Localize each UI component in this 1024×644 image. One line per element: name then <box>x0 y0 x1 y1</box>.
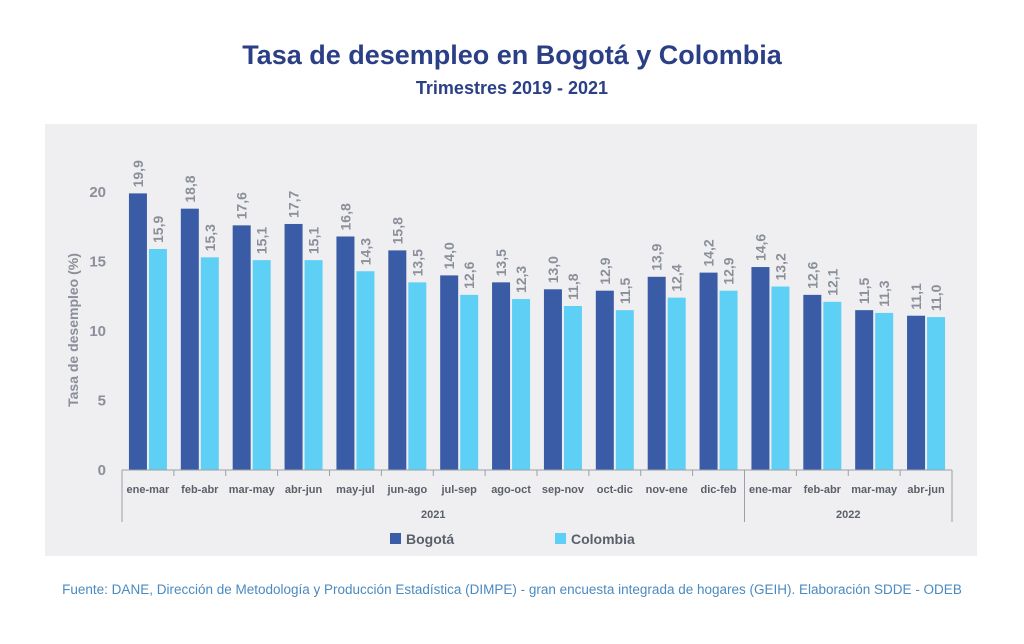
data-label: 11,5 <box>617 277 633 304</box>
bar-colombia <box>148 248 167 470</box>
data-label: 11,5 <box>856 277 872 304</box>
data-label: 11,8 <box>565 273 581 300</box>
y-tick-label: 15 <box>89 254 106 271</box>
data-label: 15,8 <box>389 217 405 244</box>
x-tick-label: may-jul <box>336 484 375 496</box>
bar-colombia <box>719 290 738 470</box>
data-label: 12,3 <box>513 266 529 293</box>
bar-bogota <box>647 276 666 470</box>
y-tick-label: 5 <box>98 393 106 410</box>
x-tick-label: jul-sep <box>440 484 477 496</box>
x-tick-label: abr-jun <box>907 484 945 496</box>
data-label: 15,9 <box>150 216 166 243</box>
data-label: 11,3 <box>876 280 892 307</box>
data-label: 12,6 <box>804 261 820 288</box>
data-label: 13,0 <box>545 256 561 283</box>
bar-bogota <box>180 208 199 470</box>
data-label: 18,8 <box>182 175 198 202</box>
bar-bogota <box>751 267 770 470</box>
y-tick-label: 10 <box>89 323 106 340</box>
bar-bogota <box>699 272 718 470</box>
bar-colombia <box>356 271 375 470</box>
bar-bogota <box>492 282 511 470</box>
bar-bogota <box>803 294 822 470</box>
data-label: 12,1 <box>824 268 840 295</box>
bar-bogota <box>595 290 614 470</box>
bar-bogota <box>543 289 562 470</box>
bar-bogota <box>855 310 874 470</box>
legend-swatch <box>555 533 566 544</box>
x-tick-label: feb-abr <box>181 484 219 496</box>
bar-colombia <box>408 282 427 470</box>
data-label: 14,3 <box>357 238 373 265</box>
bar-bogota <box>336 236 355 470</box>
bar-colombia <box>823 301 842 470</box>
x-tick-label: mar-may <box>229 484 276 496</box>
bar-colombia <box>563 305 582 470</box>
bar-bogota <box>440 275 459 470</box>
chart-title: Tasa de desempleo en Bogotá y Colombia <box>242 40 782 70</box>
bar-colombia <box>875 312 894 470</box>
data-label: 17,7 <box>286 191 302 218</box>
data-label: 13,9 <box>649 243 665 270</box>
y-axis-label: Tasa de desempleo (%) <box>65 253 81 407</box>
legend-label-colombia: Colombia <box>571 531 635 547</box>
data-label: 14,0 <box>441 242 457 269</box>
x-tick-label: feb-abr <box>804 484 842 496</box>
data-label: 17,6 <box>234 192 250 219</box>
bar-bogota <box>232 225 251 470</box>
legend-swatch <box>390 533 401 544</box>
bar-colombia <box>460 294 479 470</box>
data-label: 14,6 <box>752 234 768 261</box>
bar-bogota <box>907 315 926 470</box>
x-tick-label: jun-ago <box>386 484 427 496</box>
y-tick-label: 20 <box>89 184 106 201</box>
source-note: Fuente: DANE, Dirección de Metodología y… <box>62 582 962 597</box>
data-label: 15,3 <box>202 224 218 251</box>
bar-colombia <box>771 286 790 470</box>
chart-subtitle: Trimestres 2019 - 2021 <box>415 78 609 98</box>
x-tick-label: ene-mar <box>127 484 171 496</box>
bar-colombia <box>615 310 634 470</box>
x-tick-label: ago-oct <box>491 484 531 496</box>
data-label: 12,9 <box>597 257 613 284</box>
x-tick-label: dic-feb <box>701 484 737 496</box>
data-label: 12,6 <box>461 261 477 288</box>
x-tick-label: sep-nov <box>542 484 585 496</box>
data-label: 13,2 <box>772 253 788 280</box>
x-tick-label: oct-dic <box>597 484 633 496</box>
x-tick-label: mar-may <box>851 484 898 496</box>
bar-colombia <box>667 297 686 470</box>
data-label: 14,2 <box>701 239 717 266</box>
data-label: 11,1 <box>908 283 924 310</box>
data-label: 16,8 <box>337 203 353 230</box>
bar-bogota <box>284 223 303 470</box>
bar-colombia <box>200 257 219 470</box>
data-label: 13,5 <box>493 249 509 276</box>
x-tick-label: nov-ene <box>646 484 688 496</box>
data-label: 19,9 <box>130 160 146 187</box>
chart-panel <box>45 124 977 556</box>
x-group-label: 2022 <box>836 509 860 521</box>
legend-label-bogota: Bogotá <box>406 531 454 547</box>
bar-colombia <box>252 260 271 470</box>
data-label: 12,9 <box>721 257 737 284</box>
data-label: 12,4 <box>669 264 685 291</box>
bar-colombia <box>304 260 323 470</box>
bar-bogota <box>128 193 147 470</box>
bar-colombia <box>927 317 946 470</box>
data-label: 13,5 <box>409 249 425 276</box>
data-label: 11,0 <box>928 284 944 311</box>
x-tick-label: abr-jun <box>285 484 323 496</box>
y-tick-label: 0 <box>98 462 106 479</box>
bar-bogota <box>388 250 407 470</box>
bar-colombia <box>512 299 531 470</box>
x-tick-label: ene-mar <box>749 484 793 496</box>
x-group-label: 2021 <box>421 509 445 521</box>
data-label: 15,1 <box>306 227 322 254</box>
data-label: 15,1 <box>254 227 270 254</box>
